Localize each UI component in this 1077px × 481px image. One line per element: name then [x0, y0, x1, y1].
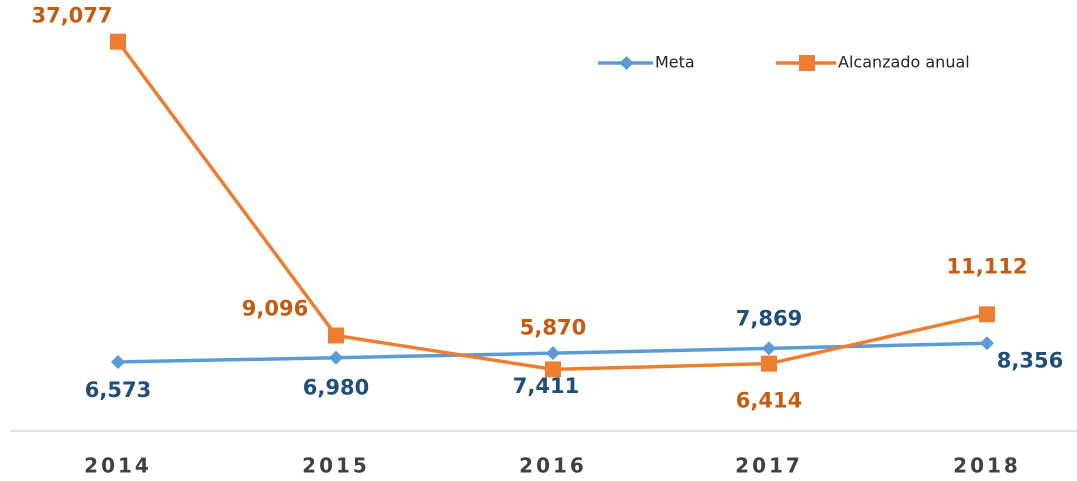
marker — [110, 33, 126, 50]
data-label: 7,869 — [736, 306, 802, 330]
marker — [546, 346, 560, 361]
marker — [328, 327, 344, 344]
marker — [979, 306, 995, 323]
marker — [980, 336, 994, 351]
data-label: 11,112 — [946, 254, 1027, 278]
legend-marker — [619, 56, 634, 70]
data-label: 6,980 — [303, 376, 369, 400]
marker — [762, 341, 776, 356]
data-label: 5,870 — [520, 315, 586, 339]
data-label: 9,096 — [242, 296, 308, 320]
data-label: 6,414 — [736, 389, 802, 413]
legend-label: Alcanzado anual — [838, 53, 970, 72]
x-tick-label: 2016 — [519, 454, 587, 478]
data-label: 7,411 — [513, 374, 579, 398]
legend-label: Meta — [655, 53, 695, 72]
marker — [111, 354, 125, 369]
x-tick-label: 2015 — [302, 454, 370, 478]
x-tick-label: 2014 — [84, 454, 152, 478]
x-tick-label: 2017 — [735, 454, 803, 478]
data-label: 6,573 — [85, 378, 151, 402]
x-tick-label: 2018 — [953, 454, 1021, 478]
marker — [545, 361, 561, 378]
data-label: 37,077 — [31, 4, 112, 28]
marker — [761, 355, 777, 372]
marker — [329, 350, 343, 365]
legend-marker — [799, 55, 815, 71]
data-label: 8,356 — [997, 348, 1063, 372]
